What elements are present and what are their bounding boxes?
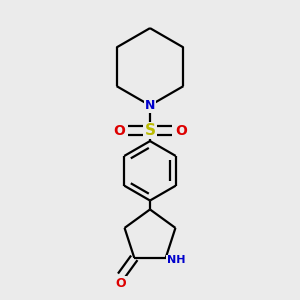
- Text: S: S: [145, 123, 155, 138]
- Text: N: N: [145, 99, 155, 112]
- Text: NH: NH: [167, 255, 185, 265]
- Text: O: O: [175, 124, 187, 138]
- Text: O: O: [116, 277, 127, 290]
- Text: O: O: [113, 124, 125, 138]
